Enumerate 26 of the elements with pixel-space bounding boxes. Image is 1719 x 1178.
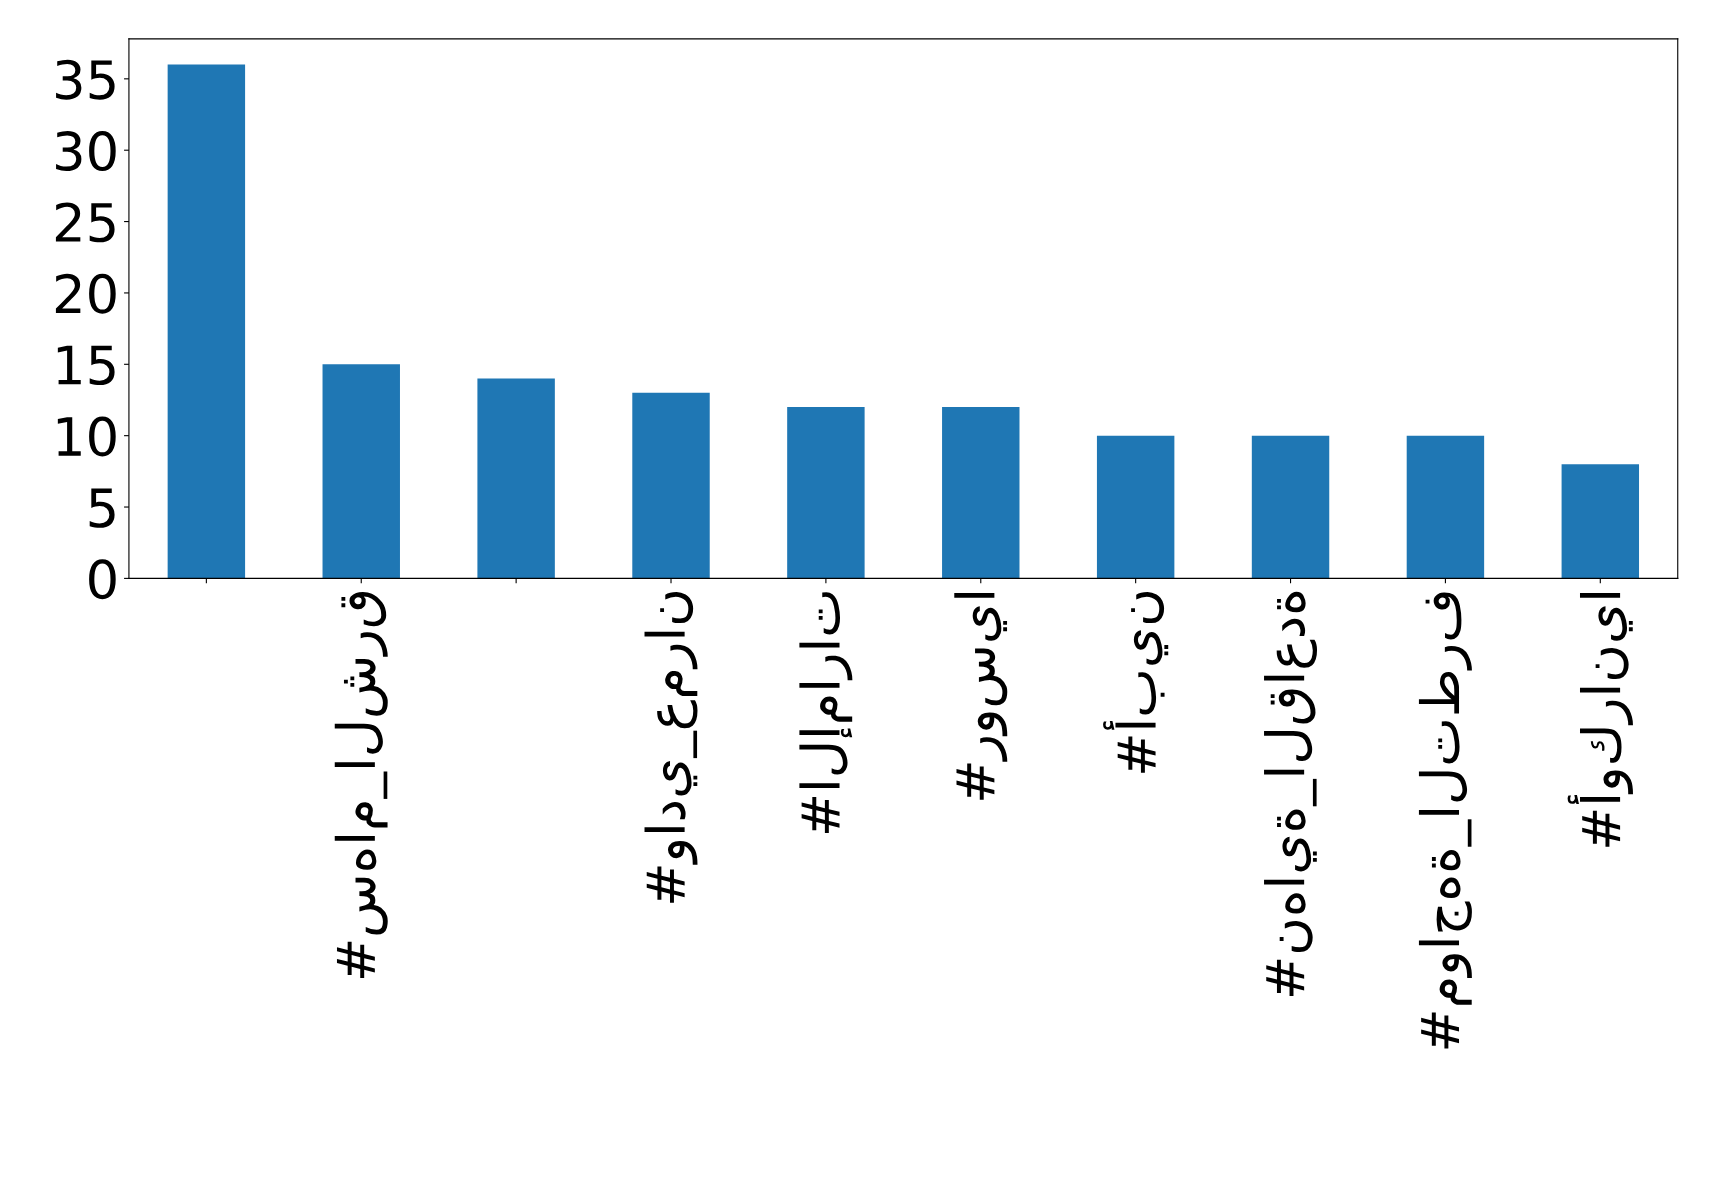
x-tick-label: #أبين — [1103, 592, 1169, 773]
x-tick-label: #سهام_الشرق — [334, 592, 388, 978]
x-tick-label: #مواجهة_التطرف — [1418, 592, 1472, 1049]
x-tick-label: #نهاية_القاعدة — [1264, 591, 1318, 996]
bar — [1406, 435, 1485, 579]
y-tick-label: 25 — [55, 202, 115, 243]
bar — [167, 64, 246, 579]
bar — [322, 364, 400, 579]
bar — [477, 378, 555, 579]
y-tick-label: 15 — [57, 345, 115, 386]
y-tick-label: 35 — [56, 59, 115, 100]
x-tick-label: #وادي_عمران — [644, 592, 698, 903]
bar — [942, 407, 1020, 579]
y-tick-label: 5 — [89, 488, 115, 528]
x-tick-label: #الإمارات — [799, 592, 853, 834]
y-tick-label: 30 — [56, 131, 116, 172]
bar — [632, 392, 710, 579]
bar — [787, 407, 865, 579]
bar — [1251, 435, 1330, 579]
y-tick-label: 0 — [89, 559, 116, 600]
bar — [1096, 435, 1175, 579]
x-tick-label: #أوكرانيا — [1567, 593, 1633, 847]
x-tick-label: #روسيا — [954, 593, 1008, 800]
y-tick-label: 20 — [55, 273, 116, 314]
bar — [1561, 464, 1640, 579]
y-tick-label: 10 — [57, 416, 116, 457]
